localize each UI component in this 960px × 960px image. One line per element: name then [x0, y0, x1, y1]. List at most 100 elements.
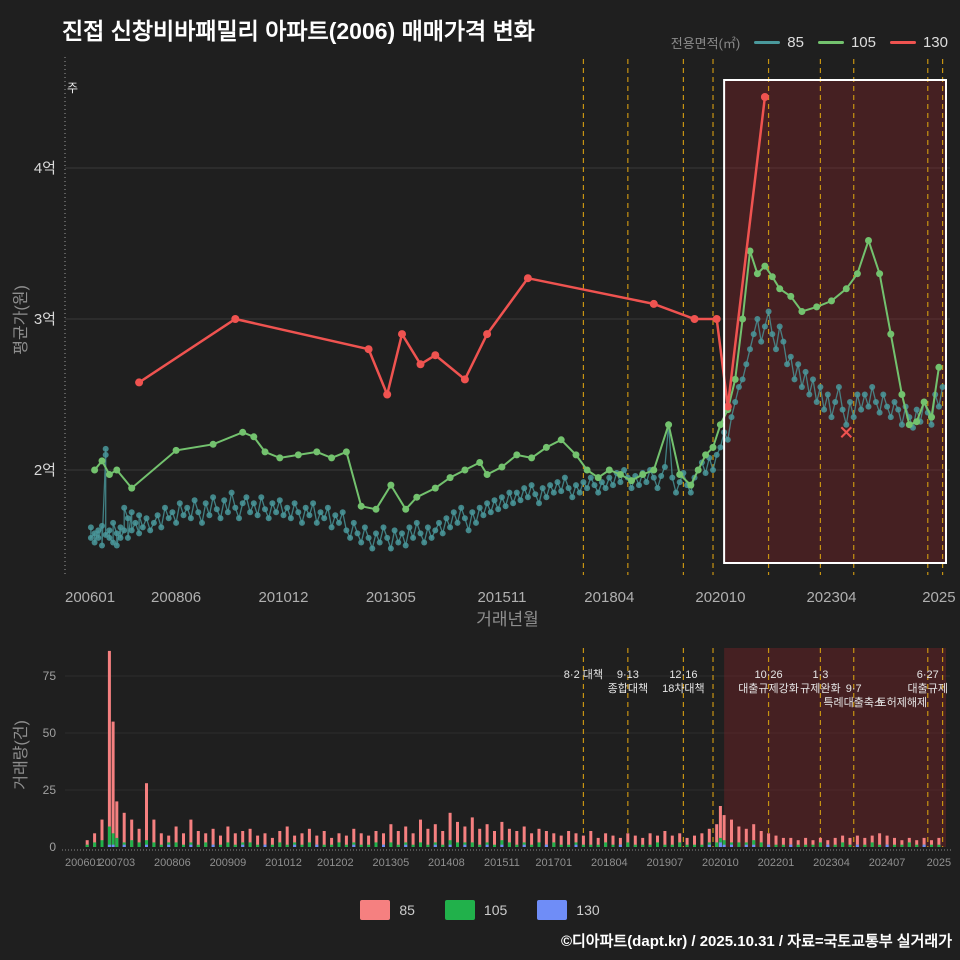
bar-105	[774, 844, 778, 847]
legend-bottom-item-85[interactable]: 85	[360, 900, 415, 920]
data-point	[184, 504, 191, 511]
data-point	[839, 406, 846, 413]
data-point	[717, 444, 724, 451]
bar-85	[693, 835, 696, 847]
data-point	[124, 534, 131, 541]
data-point	[302, 504, 309, 511]
bar-85	[211, 828, 215, 847]
bar-105	[641, 844, 645, 847]
data-point	[569, 494, 576, 501]
data-point	[321, 515, 328, 522]
price-gridlines: 2억 3억 4억 주	[34, 57, 950, 577]
bar-85	[130, 819, 134, 847]
bar-85	[204, 833, 208, 847]
bar-130	[107, 844, 111, 847]
data-point	[891, 399, 898, 405]
data-point	[117, 534, 124, 541]
legend-item-105[interactable]: 105	[817, 34, 876, 51]
bar-85	[419, 819, 422, 847]
bar-105	[515, 844, 519, 847]
data-point	[554, 479, 561, 486]
data-point	[357, 502, 365, 510]
bar-105	[567, 844, 571, 847]
data-point	[523, 274, 532, 283]
data-point	[669, 474, 676, 481]
legend-item-85[interactable]: 85	[754, 34, 804, 51]
data-point	[102, 451, 109, 458]
price-chart[interactable]: 2억 3억 4억 주 200601 200806 201012 201305 201511 201…	[0, 55, 960, 635]
data-point	[806, 391, 813, 398]
data-point	[110, 519, 117, 526]
data-point	[265, 515, 272, 522]
x-tick-label: 200806	[154, 857, 191, 869]
policy-date-lines	[582, 648, 944, 847]
bar-130	[382, 844, 385, 847]
bar-85	[574, 833, 578, 847]
bar-85	[182, 833, 185, 847]
data-point	[913, 418, 921, 426]
bar-105	[611, 844, 615, 847]
data-point	[413, 519, 420, 526]
data-point	[361, 524, 368, 531]
bar-105	[115, 837, 119, 847]
bar-130	[544, 844, 548, 847]
data-point	[128, 527, 135, 534]
data-point	[291, 500, 298, 507]
bar-105	[270, 844, 274, 847]
data-point	[387, 481, 395, 489]
policy-annotation-label: 대출규제	[908, 682, 948, 695]
data-point	[784, 361, 791, 368]
data-point	[598, 479, 605, 486]
bar-105	[552, 842, 556, 847]
legend-item-130[interactable]: 130	[889, 34, 948, 51]
data-point	[209, 440, 217, 448]
bar-130	[263, 844, 267, 847]
bar-85	[552, 833, 556, 847]
y-tick-label: 3억	[34, 311, 56, 328]
bar-85	[618, 837, 622, 847]
data-point	[343, 527, 350, 534]
bar-85	[700, 833, 704, 847]
bar-130	[618, 844, 622, 847]
data-point	[739, 315, 747, 323]
y-axis-title: 평균가(원)	[12, 285, 30, 355]
data-point	[791, 376, 798, 383]
bar-85	[611, 835, 615, 847]
bar-85	[359, 833, 363, 847]
data-point	[798, 308, 806, 315]
data-point	[294, 451, 302, 459]
data-point	[402, 542, 409, 549]
data-point	[458, 504, 465, 511]
data-point	[461, 515, 468, 522]
data-point	[702, 470, 709, 476]
data-point	[621, 467, 628, 473]
data-point	[639, 471, 647, 478]
data-point	[398, 330, 406, 339]
data-point	[191, 497, 198, 504]
x-tick-label: 201408	[428, 857, 465, 869]
data-point	[461, 466, 469, 474]
bar-85	[752, 824, 756, 847]
legend-bottom-item-105[interactable]: 105	[444, 900, 507, 920]
data-point	[128, 509, 135, 516]
legend-bottom-item-130[interactable]: 130	[537, 900, 600, 920]
bar-85	[937, 837, 941, 847]
bar-105	[478, 844, 482, 847]
data-point	[676, 479, 683, 486]
data-point	[124, 515, 131, 522]
volume-bars	[85, 650, 941, 847]
data-point	[543, 494, 550, 501]
bar-105	[226, 842, 230, 847]
bar-85	[152, 819, 156, 847]
data-point	[713, 451, 720, 458]
data-point	[842, 285, 850, 293]
bar-130	[718, 842, 722, 847]
data-point	[239, 428, 247, 436]
bar-105	[752, 840, 756, 847]
data-point	[498, 463, 506, 471]
bar-85	[226, 826, 230, 847]
data-point	[935, 403, 942, 410]
data-point	[824, 391, 831, 398]
bar-85	[367, 835, 371, 847]
